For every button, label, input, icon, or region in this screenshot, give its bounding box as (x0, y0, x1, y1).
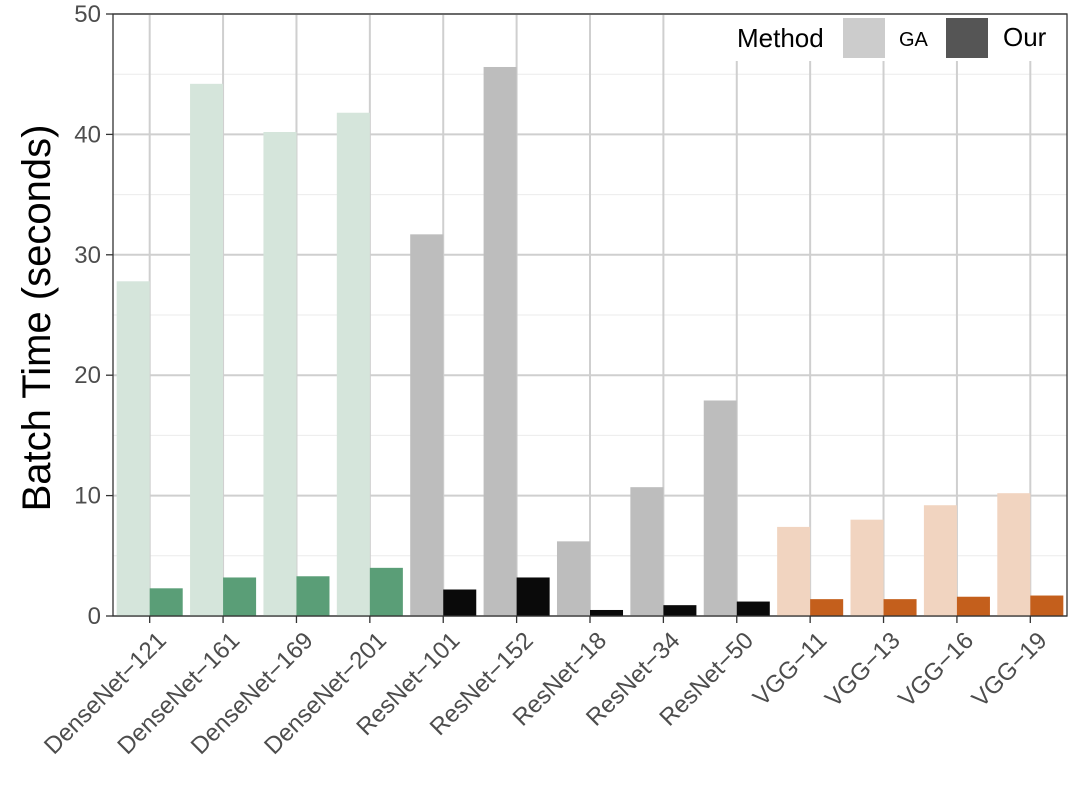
y-tick-label: 0 (88, 603, 101, 630)
bar-our-densenet-201 (369, 567, 403, 616)
y-axis-title: Batch Time (seconds) (15, 125, 59, 512)
bar-ga-resnet-18 (556, 541, 590, 616)
bar-ga-vgg-11 (777, 526, 811, 616)
bar-our-vgg-16 (956, 596, 990, 616)
x-tick-label: DenseNet−121 (39, 627, 172, 760)
bar-ga-resnet-50 (703, 400, 737, 616)
legend-swatch-our (946, 18, 988, 58)
y-tick-label: 40 (74, 121, 101, 148)
legend-label-ga: GA (899, 29, 929, 51)
bar-our-resnet-152 (516, 577, 550, 616)
legend-label-our: Our (1003, 22, 1047, 52)
bar-ga-densenet-169 (263, 131, 297, 616)
x-tick-label: VGG−19 (967, 627, 1053, 713)
bar-ga-resnet-152 (483, 66, 517, 616)
bar-our-densenet-121 (149, 588, 183, 616)
bar-our-vgg-19 (1030, 595, 1064, 616)
legend-title: Method (737, 23, 824, 53)
bar-our-resnet-18 (590, 609, 624, 616)
legend-background (732, 15, 1066, 61)
bars (116, 66, 1064, 616)
bar-ga-vgg-16 (923, 505, 957, 616)
bar-ga-densenet-201 (336, 112, 370, 616)
bar-our-resnet-34 (663, 605, 697, 616)
x-tick-label: VGG−13 (820, 627, 906, 713)
bar-our-resnet-50 (736, 601, 770, 616)
y-axis: 0 10 20 30 40 50 (74, 1, 113, 630)
bar-our-densenet-161 (223, 577, 257, 616)
bar-ga-vgg-19 (997, 493, 1031, 616)
bar-ga-resnet-34 (630, 487, 664, 616)
bar-ga-densenet-161 (190, 83, 224, 616)
y-tick-label: 30 (74, 242, 101, 269)
y-tick-label: 50 (74, 1, 101, 28)
bar-our-vgg-11 (810, 599, 844, 616)
bar-ga-resnet-101 (410, 234, 444, 616)
bar-ga-vgg-13 (850, 519, 884, 616)
bar-our-resnet-101 (443, 589, 477, 616)
y-tick-label: 10 (74, 483, 101, 510)
x-axis: DenseNet−121DenseNet−161DenseNet−169Dens… (39, 616, 1052, 760)
legend-swatch-ga (843, 18, 885, 58)
bar-ga-densenet-121 (116, 281, 150, 616)
y-tick-label: 20 (74, 362, 101, 389)
x-tick-label: VGG−16 (893, 627, 979, 713)
legend: Method GA Our (732, 15, 1066, 61)
x-tick-label: VGG−11 (748, 627, 832, 711)
bar-our-vgg-13 (883, 599, 917, 616)
bar-our-densenet-169 (296, 576, 330, 616)
